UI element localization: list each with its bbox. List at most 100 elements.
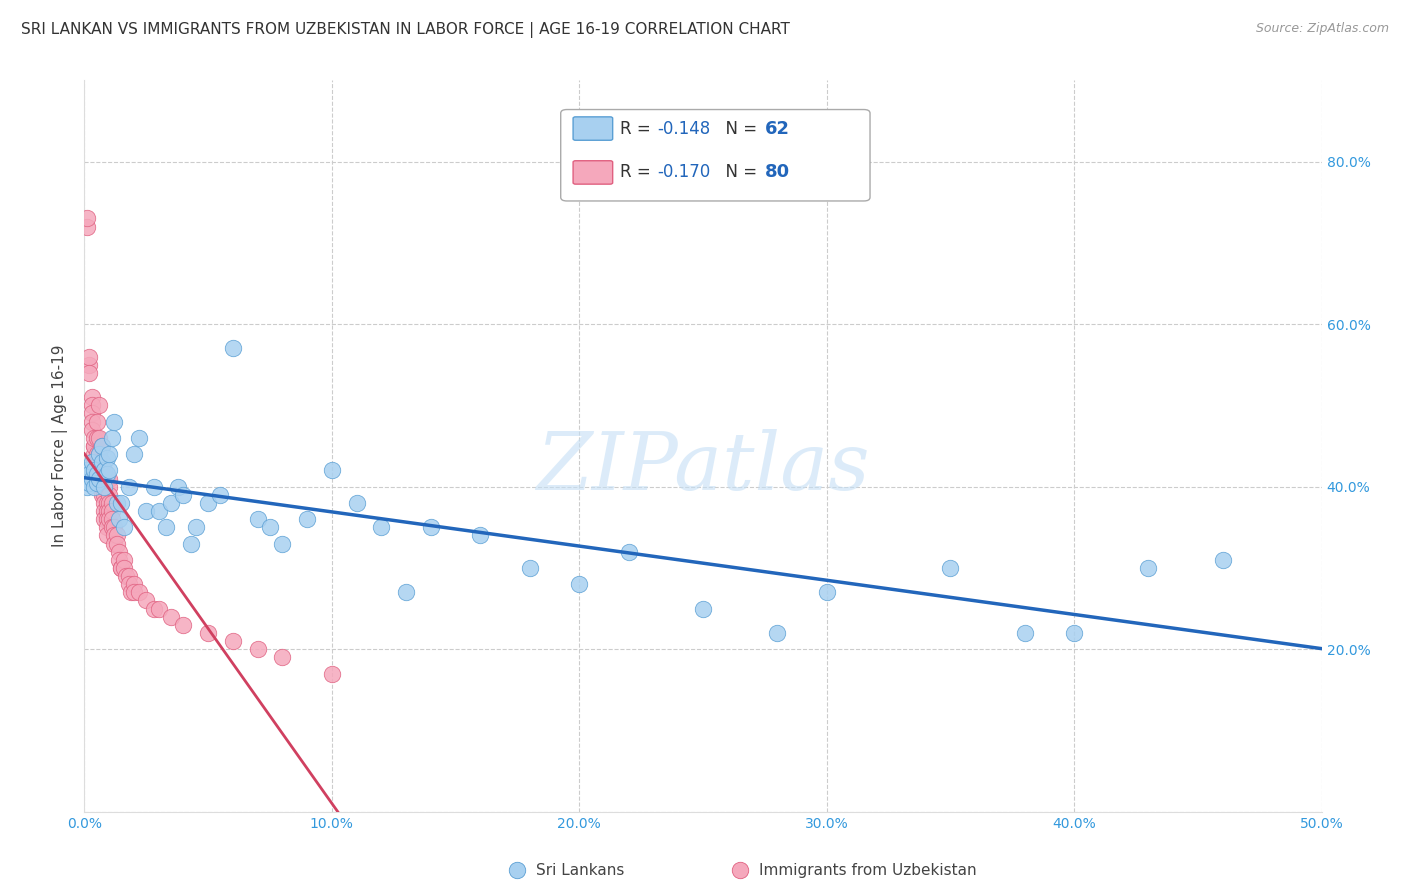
Point	[89, 447, 111, 461]
FancyBboxPatch shape	[561, 110, 870, 201]
Point	[246, 642, 269, 657]
Point	[160, 609, 183, 624]
Point	[112, 520, 135, 534]
Point	[96, 467, 118, 482]
Point	[90, 488, 112, 502]
Point	[108, 544, 131, 558]
Point	[76, 219, 98, 234]
Point	[83, 439, 105, 453]
Point	[112, 561, 135, 575]
Point	[122, 585, 145, 599]
Point	[89, 455, 111, 469]
Point	[98, 447, 121, 461]
Point	[142, 480, 165, 494]
Point	[93, 463, 115, 477]
Point	[96, 528, 118, 542]
Point	[115, 569, 138, 583]
Point	[96, 520, 118, 534]
Text: -0.148: -0.148	[657, 120, 710, 137]
Point	[98, 463, 121, 477]
Point	[197, 626, 219, 640]
Point	[90, 439, 112, 453]
Point	[86, 475, 108, 490]
Point	[83, 455, 105, 469]
Point	[135, 504, 157, 518]
Point	[128, 431, 150, 445]
Point	[815, 585, 838, 599]
Point	[939, 870, 962, 884]
Point	[83, 431, 105, 445]
Point	[100, 504, 122, 518]
Point	[135, 593, 157, 607]
Point	[122, 577, 145, 591]
Point	[80, 390, 103, 404]
Point	[83, 439, 105, 453]
Point	[105, 536, 128, 550]
Point	[160, 496, 183, 510]
Point	[222, 342, 245, 356]
Point	[419, 520, 441, 534]
Text: 80: 80	[765, 163, 790, 181]
Point	[103, 528, 125, 542]
Y-axis label: In Labor Force | Age 16-19: In Labor Force | Age 16-19	[52, 344, 69, 548]
Point	[100, 496, 122, 510]
Point	[79, 350, 101, 364]
Point	[90, 455, 112, 469]
Point	[100, 431, 122, 445]
Point	[395, 585, 418, 599]
Point	[105, 528, 128, 542]
Text: SRI LANKAN VS IMMIGRANTS FROM UZBEKISTAN IN LABOR FORCE | AGE 16-19 CORRELATION : SRI LANKAN VS IMMIGRANTS FROM UZBEKISTAN…	[21, 22, 790, 38]
Point	[80, 398, 103, 412]
Point	[271, 536, 294, 550]
Point	[122, 447, 145, 461]
Point	[692, 601, 714, 615]
Point	[96, 512, 118, 526]
Point	[568, 577, 591, 591]
Point	[118, 569, 141, 583]
Text: Immigrants from Uzbekistan: Immigrants from Uzbekistan	[759, 863, 976, 878]
Point	[766, 626, 789, 640]
Point	[128, 585, 150, 599]
Point	[86, 431, 108, 445]
Point	[83, 447, 105, 461]
Point	[96, 496, 118, 510]
Point	[93, 480, 115, 494]
Point	[76, 463, 98, 477]
Text: Sri Lankans: Sri Lankans	[536, 863, 624, 878]
Point	[1137, 561, 1160, 575]
Text: N =: N =	[716, 163, 762, 181]
Point	[1385, 870, 1406, 884]
Point	[96, 504, 118, 518]
Point	[209, 488, 232, 502]
Point	[172, 617, 194, 632]
Point	[86, 467, 108, 482]
Point	[108, 553, 131, 567]
Point	[271, 650, 294, 665]
Point	[83, 463, 105, 477]
Point	[155, 520, 177, 534]
Point	[79, 475, 101, 490]
Point	[100, 512, 122, 526]
Point	[939, 561, 962, 575]
Point	[184, 520, 207, 534]
Point	[89, 398, 111, 412]
Point	[118, 577, 141, 591]
Text: -0.170: -0.170	[657, 163, 710, 181]
Text: N =: N =	[716, 120, 762, 137]
Point	[83, 480, 105, 494]
Point	[1063, 626, 1085, 640]
Point	[142, 601, 165, 615]
Point	[98, 504, 121, 518]
Text: Source: ZipAtlas.com: Source: ZipAtlas.com	[1256, 22, 1389, 36]
Point	[103, 536, 125, 550]
Text: R =: R =	[620, 120, 657, 137]
Point	[93, 512, 115, 526]
Point	[93, 480, 115, 494]
Point	[76, 480, 98, 494]
Point	[96, 451, 118, 466]
Point	[80, 455, 103, 469]
Point	[79, 366, 101, 380]
Point	[118, 480, 141, 494]
Point	[86, 471, 108, 485]
Point	[148, 601, 170, 615]
